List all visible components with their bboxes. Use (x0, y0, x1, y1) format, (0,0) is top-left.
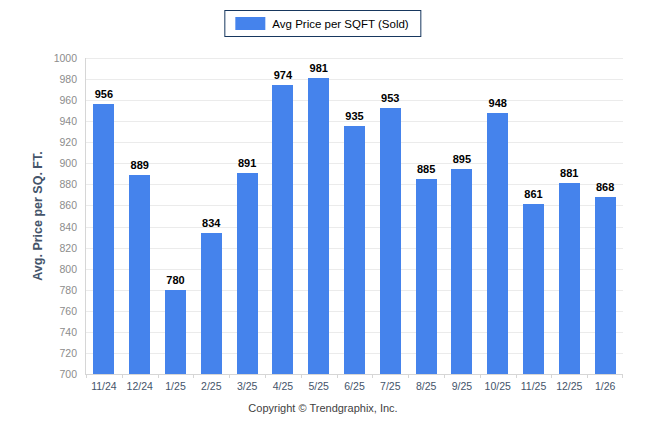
x-tick-mark (516, 374, 517, 378)
y-tick-label: 840 (59, 221, 77, 233)
x-tick-label: 12/24 (127, 380, 153, 392)
x-tick-label: 5/25 (308, 380, 328, 392)
x-tick-label: 9/25 (452, 380, 472, 392)
bar-10/25 (487, 113, 508, 374)
bar-2/25 (201, 233, 222, 374)
x-tick-mark (229, 374, 230, 378)
bar-6/25 (344, 126, 365, 374)
x-tick-mark (622, 374, 623, 378)
y-tick-label: 740 (59, 326, 77, 338)
bar-3/25 (237, 173, 258, 374)
bar-value-label: 953 (381, 92, 399, 104)
x-tick-mark (158, 374, 159, 378)
x-tick-label: 4/25 (273, 380, 293, 392)
y-tick-label: 780 (59, 284, 77, 296)
y-tick-label: 1000 (54, 52, 77, 64)
bar-value-label: 861 (524, 188, 542, 200)
plot-area: 7007207407607808008208408608809009209409… (85, 58, 623, 375)
y-tick-label: 880 (59, 178, 77, 190)
bar-value-label: 881 (560, 167, 578, 179)
x-tick-label: 6/25 (344, 380, 364, 392)
bar-8/25 (416, 179, 437, 374)
y-tick-label: 820 (59, 242, 77, 254)
x-tick-mark (551, 374, 552, 378)
x-tick-mark (86, 374, 87, 378)
copyright-text: Copyright © Trendgraphix, Inc. (0, 402, 646, 414)
chart-page: Avg Price per SQFT (Sold) Avg. Price per… (0, 0, 646, 434)
bar-value-label: 780 (166, 274, 184, 286)
y-tick-label: 720 (59, 347, 77, 359)
y-tick-label: 920 (59, 136, 77, 148)
bar-value-label: 891 (238, 157, 256, 169)
bar-value-label: 935 (345, 110, 363, 122)
x-tick-mark (265, 374, 266, 378)
gridline (86, 58, 623, 59)
x-tick-mark (122, 374, 123, 378)
chart-legend: Avg Price per SQFT (Sold) (224, 10, 421, 37)
y-tick-label: 900 (59, 157, 77, 169)
bar-value-label: 974 (274, 69, 292, 81)
bar-7/25 (380, 108, 401, 374)
x-tick-mark (301, 374, 302, 378)
x-tick-label: 11/25 (521, 380, 547, 392)
x-tick-mark (193, 374, 194, 378)
y-tick-label: 980 (59, 73, 77, 85)
gridline (86, 100, 623, 101)
legend-label: Avg Price per SQFT (Sold) (272, 18, 408, 30)
x-tick-mark (587, 374, 588, 378)
bar-value-label: 981 (310, 62, 328, 74)
bar-value-label: 948 (489, 97, 507, 109)
x-tick-mark (480, 374, 481, 378)
y-tick-label: 960 (59, 94, 77, 106)
x-tick-label: 10/25 (485, 380, 511, 392)
bar-value-label: 895 (453, 153, 471, 165)
gridline (86, 79, 623, 80)
x-tick-label: 3/25 (237, 380, 257, 392)
bar-1/25 (165, 290, 186, 374)
x-tick-label: 8/25 (416, 380, 436, 392)
bar-value-label: 868 (596, 181, 614, 193)
bar-11/24 (93, 104, 114, 374)
x-tick-label: 1/25 (165, 380, 185, 392)
bar-11/25 (523, 204, 544, 374)
bar-value-label: 885 (417, 163, 435, 175)
x-tick-mark (408, 374, 409, 378)
x-tick-mark (337, 374, 338, 378)
bar-4/25 (272, 85, 293, 374)
x-tick-label: 7/25 (380, 380, 400, 392)
y-tick-label: 800 (59, 263, 77, 275)
bar-12/25 (559, 183, 580, 374)
x-tick-label: 2/25 (201, 380, 221, 392)
y-tick-label: 940 (59, 115, 77, 127)
x-tick-mark (444, 374, 445, 378)
x-tick-mark (372, 374, 373, 378)
bar-12/24 (129, 175, 150, 374)
y-tick-label: 860 (59, 199, 77, 211)
bar-5/25 (308, 78, 329, 374)
x-tick-label: 12/25 (556, 380, 582, 392)
bar-1/26 (595, 197, 616, 374)
legend-swatch (235, 17, 265, 30)
bar-value-label: 956 (95, 88, 113, 100)
bar-value-label: 889 (131, 159, 149, 171)
y-tick-label: 700 (59, 368, 77, 380)
y-axis-title: Avg. Price per SQ. FT. (31, 151, 45, 280)
bar-9/25 (451, 169, 472, 374)
bar-value-label: 834 (202, 217, 220, 229)
y-tick-label: 760 (59, 305, 77, 317)
x-tick-label: 11/24 (91, 380, 117, 392)
x-tick-label: 1/26 (595, 380, 615, 392)
